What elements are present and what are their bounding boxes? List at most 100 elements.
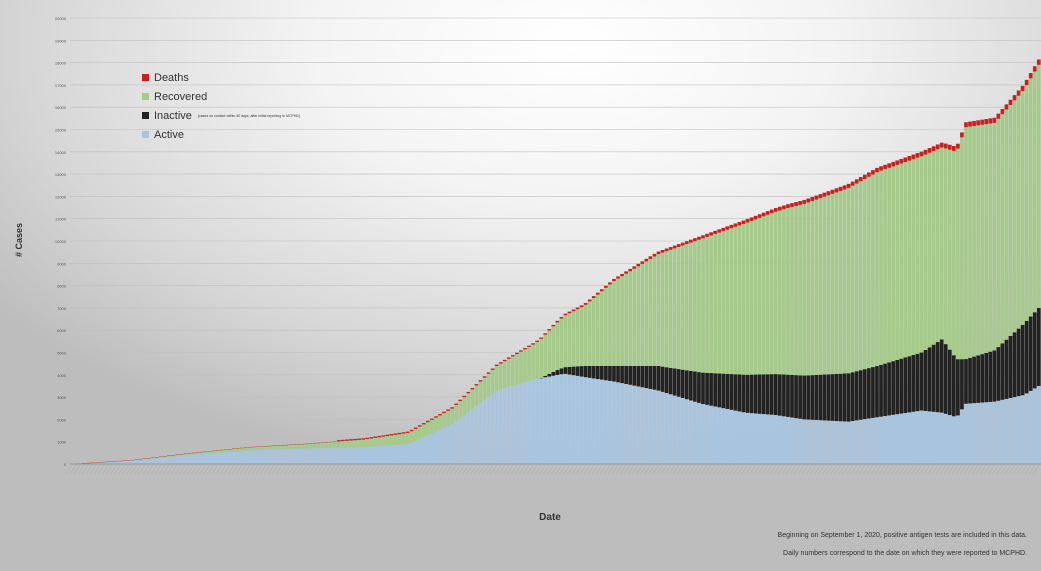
bar-recovered <box>296 444 301 449</box>
bar-recovered <box>972 125 976 357</box>
x-tick-mark <box>377 464 384 475</box>
y-tick-label: 13000 <box>55 172 67 177</box>
bar-deaths <box>753 215 758 220</box>
bar-deaths <box>648 256 653 259</box>
bar-recovered <box>1016 95 1021 329</box>
x-tick-mark <box>737 464 744 475</box>
bar-recovered <box>935 149 940 343</box>
bar-recovered <box>749 220 754 375</box>
bar-recovered <box>806 202 811 376</box>
bar-recovered <box>640 263 645 366</box>
legend-swatch-recovered <box>142 93 149 100</box>
bar-inactive <box>733 374 738 411</box>
y-tick-label: 19000 <box>55 38 67 43</box>
bar-deaths <box>903 157 908 163</box>
bar-recovered <box>903 162 908 358</box>
bar-deaths <box>575 307 580 310</box>
bar-inactive <box>854 371 859 421</box>
bar-active <box>187 455 192 464</box>
bar-active <box>337 447 341 464</box>
bar-recovered <box>701 238 705 373</box>
bar-active <box>604 380 608 464</box>
x-tick-mark <box>219 464 226 475</box>
bar-recovered <box>316 442 321 449</box>
bar-deaths <box>409 429 414 432</box>
bar-active <box>215 452 220 464</box>
bar-active <box>547 376 552 464</box>
bar-recovered <box>947 149 952 350</box>
bar-active <box>713 406 717 464</box>
y-tick-label: 2000 <box>57 417 67 422</box>
bar-active <box>118 461 123 464</box>
bar-recovered <box>636 266 641 366</box>
bar-inactive <box>976 355 980 403</box>
footnote-reporting-date: Daily numbers correspond to the date on … <box>783 550 1027 557</box>
bar-recovered <box>559 318 564 369</box>
x-tick-mark <box>175 464 182 475</box>
bar-recovered <box>765 214 770 375</box>
bar-recovered <box>494 365 499 391</box>
bar-deaths <box>1000 109 1005 115</box>
bar-deaths <box>943 143 948 149</box>
x-tick-mark <box>296 464 303 475</box>
bar-deaths <box>757 214 762 218</box>
bar-active <box>199 454 204 464</box>
bar-active <box>854 420 859 464</box>
x-tick-mark <box>834 464 841 475</box>
bar-inactive <box>972 356 976 404</box>
x-tick-mark <box>802 464 809 475</box>
bar-recovered <box>474 385 479 406</box>
bar-active <box>316 448 321 464</box>
bar-recovered <box>579 307 584 367</box>
bar-recovered <box>381 436 386 446</box>
bar-deaths <box>490 368 495 370</box>
x-tick-mark <box>701 464 708 475</box>
bar-recovered <box>778 210 782 375</box>
bar-active <box>219 452 224 464</box>
bar-recovered <box>159 456 163 458</box>
bar-recovered <box>211 450 216 454</box>
bar-inactive <box>761 374 766 415</box>
bar-inactive <box>567 366 572 375</box>
x-tick-mark <box>482 464 489 475</box>
bar-active <box>288 449 293 464</box>
bar-deaths <box>972 120 976 126</box>
bar-inactive <box>935 342 940 413</box>
bar-recovered <box>879 170 883 365</box>
x-tick-mark <box>692 464 700 475</box>
x-tick-mark <box>130 464 137 475</box>
x-tick-mark <box>458 464 465 475</box>
bar-active <box>749 413 754 464</box>
bar-active <box>875 417 879 464</box>
bar-deaths <box>701 235 705 239</box>
bar-recovered <box>239 447 244 452</box>
bar-recovered <box>684 244 689 371</box>
bar-recovered <box>616 278 620 366</box>
bar-deaths <box>769 209 774 214</box>
bar-deaths <box>567 311 572 314</box>
bar-recovered <box>1000 114 1005 344</box>
x-tick-mark <box>276 464 283 475</box>
bar-inactive <box>656 365 661 391</box>
bar-recovered <box>150 457 155 459</box>
bar-active <box>992 401 997 464</box>
x-tick-mark <box>781 464 789 475</box>
bar-active <box>725 408 730 464</box>
bar-active <box>887 415 891 464</box>
bar-deaths <box>442 411 446 414</box>
bar-recovered <box>207 451 212 454</box>
x-tick-mark <box>567 464 574 475</box>
bar-deaths <box>595 292 600 295</box>
bar-recovered <box>680 245 685 370</box>
bar-deaths <box>337 440 341 442</box>
x-tick-mark <box>122 464 129 475</box>
bar-inactive <box>943 344 948 414</box>
x-tick-mark <box>705 464 712 475</box>
bar-deaths <box>875 167 879 173</box>
bar-active <box>211 453 216 464</box>
x-tick-mark <box>790 464 797 475</box>
bar-deaths <box>369 437 374 439</box>
x-tick-mark <box>1004 464 1011 475</box>
bar-active <box>648 388 653 464</box>
bar-deaths <box>818 194 823 199</box>
